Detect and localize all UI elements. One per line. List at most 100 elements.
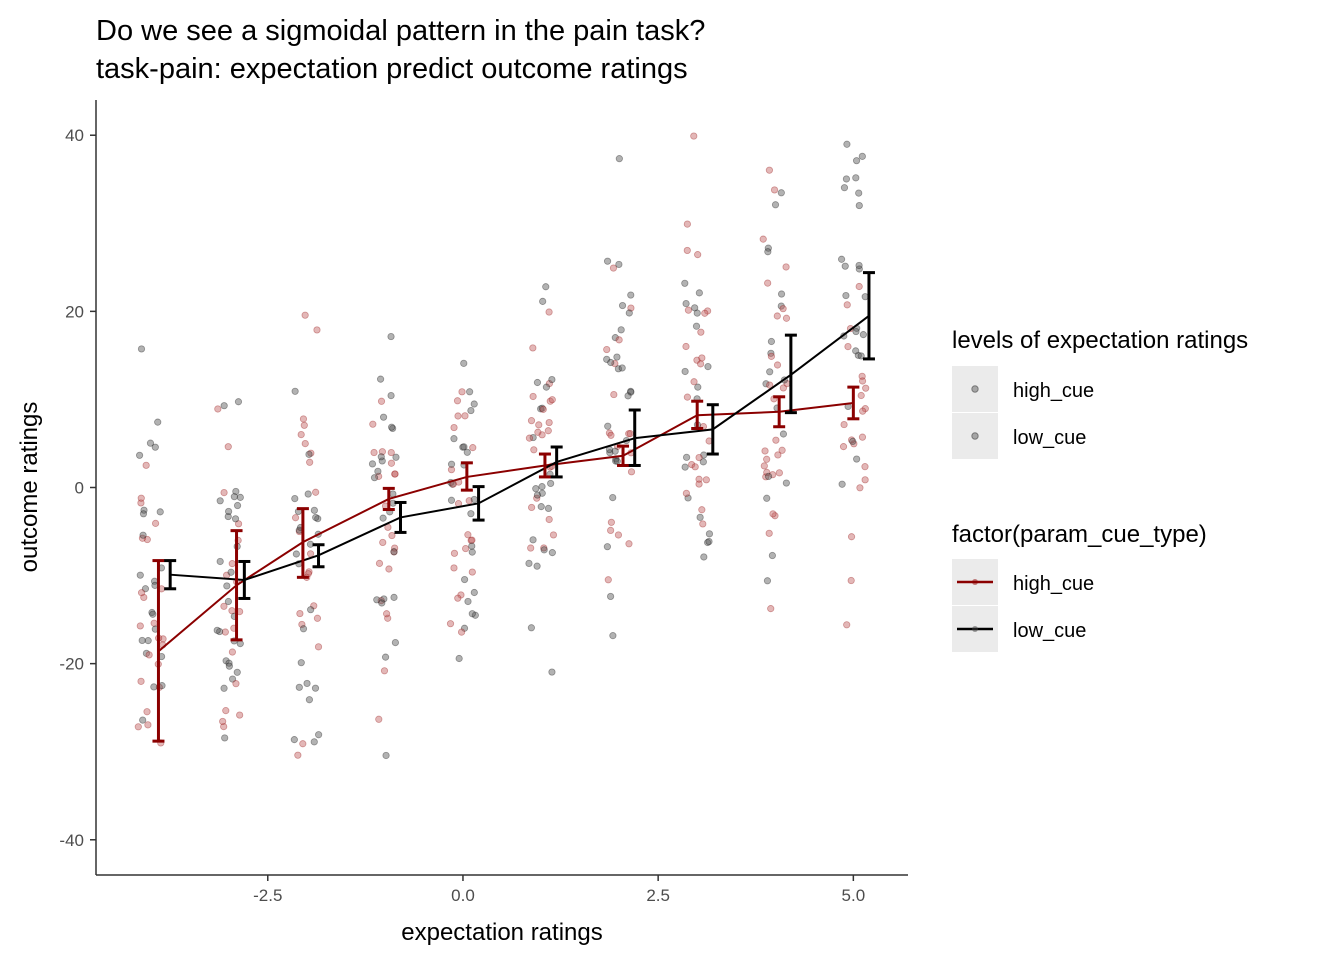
scatter-point-high-cue xyxy=(764,279,772,287)
scatter-point-high-cue xyxy=(625,430,633,438)
scatter-point-low-cue xyxy=(231,515,240,523)
scatter-point-high-cue xyxy=(461,412,469,420)
y-tick-label: 40 xyxy=(65,126,84,145)
scatter-point-low-cue xyxy=(767,337,776,346)
scatter-point-low-cue xyxy=(611,447,619,455)
scatter-point-high-cue xyxy=(447,466,456,474)
scatter-point-low-cue xyxy=(603,543,611,551)
scatter-point-low-cue xyxy=(681,279,689,287)
scatter-point-high-cue xyxy=(313,614,322,622)
scatter-point-low-cue xyxy=(542,383,550,391)
scatter-point-high-cue xyxy=(313,326,321,334)
scatter-point-high-cue xyxy=(527,544,535,552)
legend-point-low xyxy=(971,432,979,440)
scatter-point-low-cue xyxy=(539,297,547,305)
scatter-point-high-cue xyxy=(774,451,782,459)
scatter-point-low-cue xyxy=(228,675,237,683)
scatter-point-high-cue xyxy=(214,405,222,413)
scatter-point-low-cue xyxy=(766,368,774,376)
scatter-point-low-cue xyxy=(224,512,232,521)
scatter-point-low-cue xyxy=(311,684,320,692)
scatter-point-high-cue xyxy=(529,392,537,401)
scatter-point-low-cue xyxy=(681,463,689,471)
scatter-point-high-cue xyxy=(701,309,709,317)
scatter-point-high-cue xyxy=(682,342,690,351)
scatter-point-high-cue xyxy=(771,512,779,520)
scatter-point-high-cue xyxy=(314,643,323,651)
scatter-point-high-cue xyxy=(840,420,848,429)
scatter-point-high-cue xyxy=(605,429,613,437)
scatter-point-low-cue xyxy=(613,353,621,361)
scatter-point-low-cue xyxy=(618,364,626,372)
scatter-point-low-cue xyxy=(151,443,159,451)
scatter-point-high-cue xyxy=(137,677,145,685)
scatter-point-high-cue xyxy=(306,550,315,558)
scatter-point-high-cue xyxy=(457,591,465,599)
scatter-point-low-cue xyxy=(691,304,699,312)
scatter-point-low-cue xyxy=(782,479,790,487)
scatter-point-high-cue xyxy=(604,576,612,584)
scatter-point-high-cue xyxy=(136,622,144,630)
scatter-point-low-cue xyxy=(777,302,785,310)
scatter-point-high-cue xyxy=(144,721,152,729)
scatter-point-low-cue xyxy=(840,184,849,192)
scatter-point-low-cue xyxy=(144,637,152,645)
scatter-point-low-cue xyxy=(390,548,398,556)
scatter-point-high-cue xyxy=(607,518,615,526)
scatter-point-low-cue xyxy=(138,636,146,645)
scatter-point-low-cue xyxy=(613,457,621,465)
scatter-point-low-cue xyxy=(684,494,692,502)
scatter-point-low-cue xyxy=(373,596,381,604)
scatter-point-high-cue xyxy=(704,307,712,315)
scatter-point-low-cue xyxy=(853,455,861,463)
scatter-point-low-cue xyxy=(529,536,537,544)
scatter-point-high-cue xyxy=(377,397,386,405)
scatter-point-low-cue xyxy=(447,496,456,504)
scatter-point-low-cue xyxy=(447,460,456,468)
scatter-point-low-cue xyxy=(314,515,322,523)
scatter-point-high-cue xyxy=(468,536,476,544)
scatter-point-low-cue xyxy=(838,480,846,488)
scatter-point-high-cue xyxy=(847,436,856,444)
scatter-point-high-cue xyxy=(695,453,703,462)
scatter-point-low-cue xyxy=(370,474,379,482)
scatter-point-high-cue xyxy=(857,391,865,400)
scatter-point-high-cue xyxy=(446,620,455,628)
scatter-point-low-cue xyxy=(374,467,382,475)
scatter-point-high-cue xyxy=(138,534,147,542)
scatter-point-high-cue xyxy=(151,519,160,527)
scatter-point-low-cue xyxy=(230,493,238,501)
scatter-point-low-cue xyxy=(290,736,298,744)
scatter-point-low-cue xyxy=(213,626,221,634)
scatter-point-low-cue xyxy=(471,611,479,619)
scatter-point-low-cue xyxy=(220,402,228,410)
scatter-point-high-cue xyxy=(312,488,320,496)
scatter-point-low-cue xyxy=(387,392,395,400)
scatter-point-low-cue xyxy=(291,494,299,503)
scatter-point-high-cue xyxy=(855,282,863,291)
scatter-point-high-cue xyxy=(544,427,552,435)
scatter-point-high-cue xyxy=(232,680,240,688)
y-axis-ticks: -40 -20 0 20 40 xyxy=(59,126,96,850)
scatter-point-high-cue xyxy=(137,589,146,597)
scatter-point-low-cue xyxy=(852,157,861,165)
scatter-point-low-cue xyxy=(379,413,388,421)
scatter-point-low-cue xyxy=(460,443,468,451)
scatter-point-low-cue xyxy=(842,291,850,300)
scatter-point-high-cue xyxy=(300,421,308,429)
scatter-point-high-cue xyxy=(453,397,462,405)
legend-line-point-high xyxy=(972,579,978,585)
scatter-point-low-cue xyxy=(606,592,615,601)
scatter-point-high-cue xyxy=(379,538,387,547)
scatter-point-low-cue xyxy=(538,483,546,491)
scatter-point-low-cue xyxy=(376,375,385,383)
scatter-point-high-cue xyxy=(844,342,852,351)
scatter-point-low-cue xyxy=(692,322,701,330)
scatter-point-high-cue xyxy=(626,430,634,438)
scatter-point-high-cue xyxy=(688,460,696,469)
scatter-point-high-cue xyxy=(683,246,691,255)
legend-points: levels of expectation ratings high_cue l… xyxy=(952,327,1248,459)
scatter-point-low-cue xyxy=(682,300,690,308)
legend-lines-label-high: high_cue xyxy=(1013,573,1094,595)
